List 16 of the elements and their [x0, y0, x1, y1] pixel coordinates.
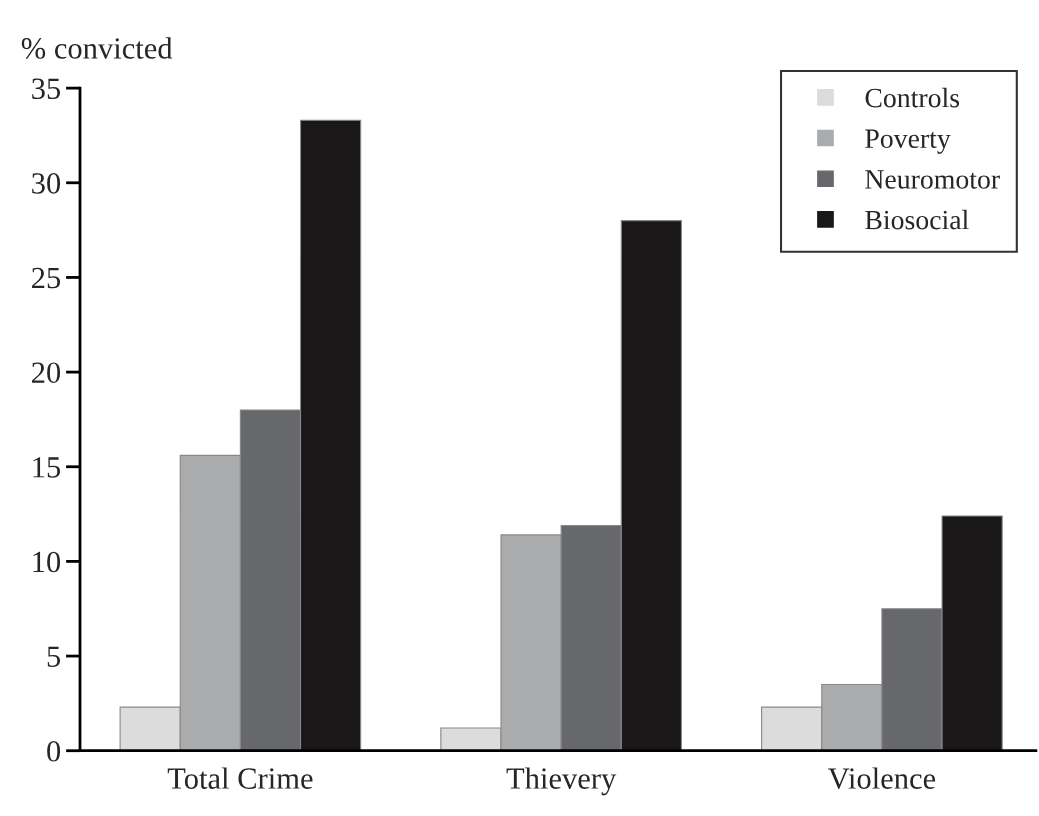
- y-tick-label: 10: [33, 551, 61, 573]
- y-tick-label: 5: [47, 646, 61, 667]
- y-tick-label: 35: [32, 78, 61, 100]
- x-tick-label: Thievery: [506, 767, 617, 796]
- legend-label: Controls: [865, 87, 960, 108]
- y-tick-label: 30: [32, 173, 61, 194]
- y-tick-label: 0: [47, 741, 61, 762]
- y-axis-title: % convicted: [21, 37, 173, 59]
- x-tick-label: Violence: [828, 767, 936, 790]
- y-tick-label: 25: [32, 267, 61, 289]
- x-tick-label: Total Crime: [167, 767, 313, 789]
- legend-label: Biosocial: [865, 209, 969, 230]
- legend-label: Neuromotor: [865, 170, 1000, 189]
- y-tick-label: 15: [33, 457, 61, 478]
- y-tick-label: 20: [32, 362, 61, 383]
- legend-label: Poverty: [865, 129, 951, 154]
